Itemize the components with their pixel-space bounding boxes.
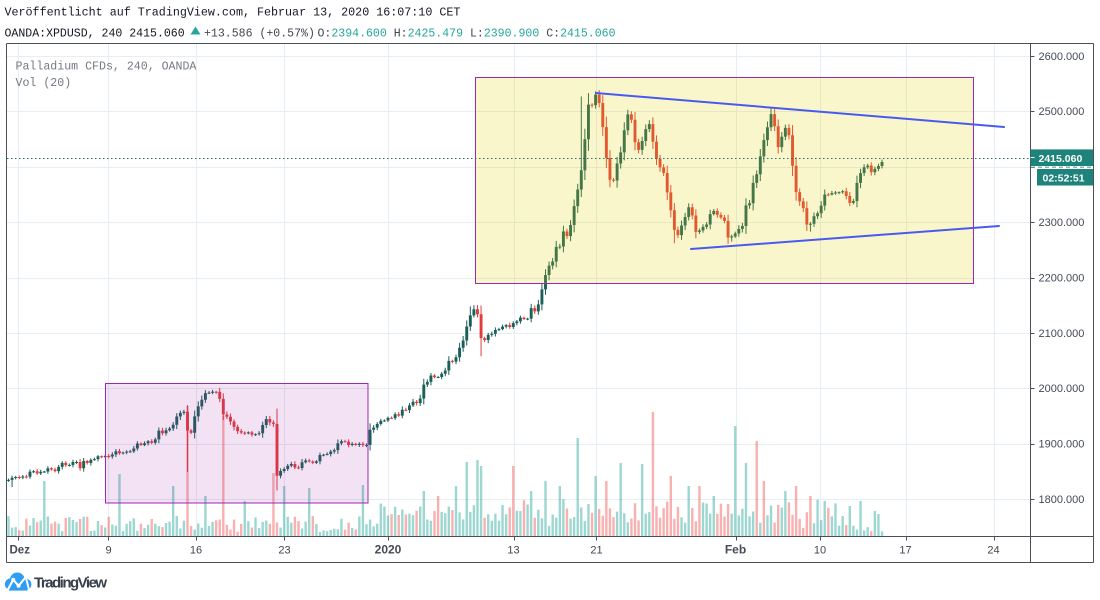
svg-text:1900.000: 1900.000 [1039,439,1085,451]
svg-text:17: 17 [899,545,911,557]
svg-text:2000.000: 2000.000 [1039,383,1085,395]
svg-text:2500.000: 2500.000 [1039,106,1085,118]
svg-text:21: 21 [590,545,602,557]
svg-text:2020: 2020 [375,543,402,557]
svg-text:02:52:51: 02:52:51 [1043,172,1085,184]
svg-text:10: 10 [814,545,826,557]
svg-text:Feb: Feb [725,543,746,557]
svg-text:+13.586 (+0.57%): +13.586 (+0.57%) [204,28,315,41]
svg-text:TradingView: TradingView [34,575,107,592]
svg-text:13: 13 [507,545,519,557]
svg-text:OANDA:XPDUSD, 240 2415.060: OANDA:XPDUSD, 240 2415.060 [5,28,185,41]
svg-text:Vol (20): Vol (20) [16,77,72,90]
svg-text:9: 9 [105,545,111,557]
svg-text:16: 16 [190,545,202,557]
svg-text:24: 24 [987,545,999,557]
svg-text:1800.000: 1800.000 [1039,494,1085,506]
svg-text:2600.000: 2600.000 [1039,51,1085,63]
svg-text:O:2394.600 H:2425.479 L:2390.9: O:2394.600 H:2425.479 L:2390.900 C:2415.… [318,28,616,41]
svg-text:2200.000: 2200.000 [1039,272,1085,284]
svg-text:23: 23 [278,545,290,557]
svg-text:Veröffentlicht auf TradingView: Veröffentlicht auf TradingView.com, Febr… [5,6,461,20]
svg-text:2100.000: 2100.000 [1039,328,1085,340]
svg-text:Palladium CFDs, 240, OANDA: Palladium CFDs, 240, OANDA [16,61,197,74]
svg-text:Dez: Dez [10,545,31,557]
svg-text:2300.000: 2300.000 [1039,217,1085,229]
svg-text:2415.060: 2415.060 [1039,153,1083,165]
